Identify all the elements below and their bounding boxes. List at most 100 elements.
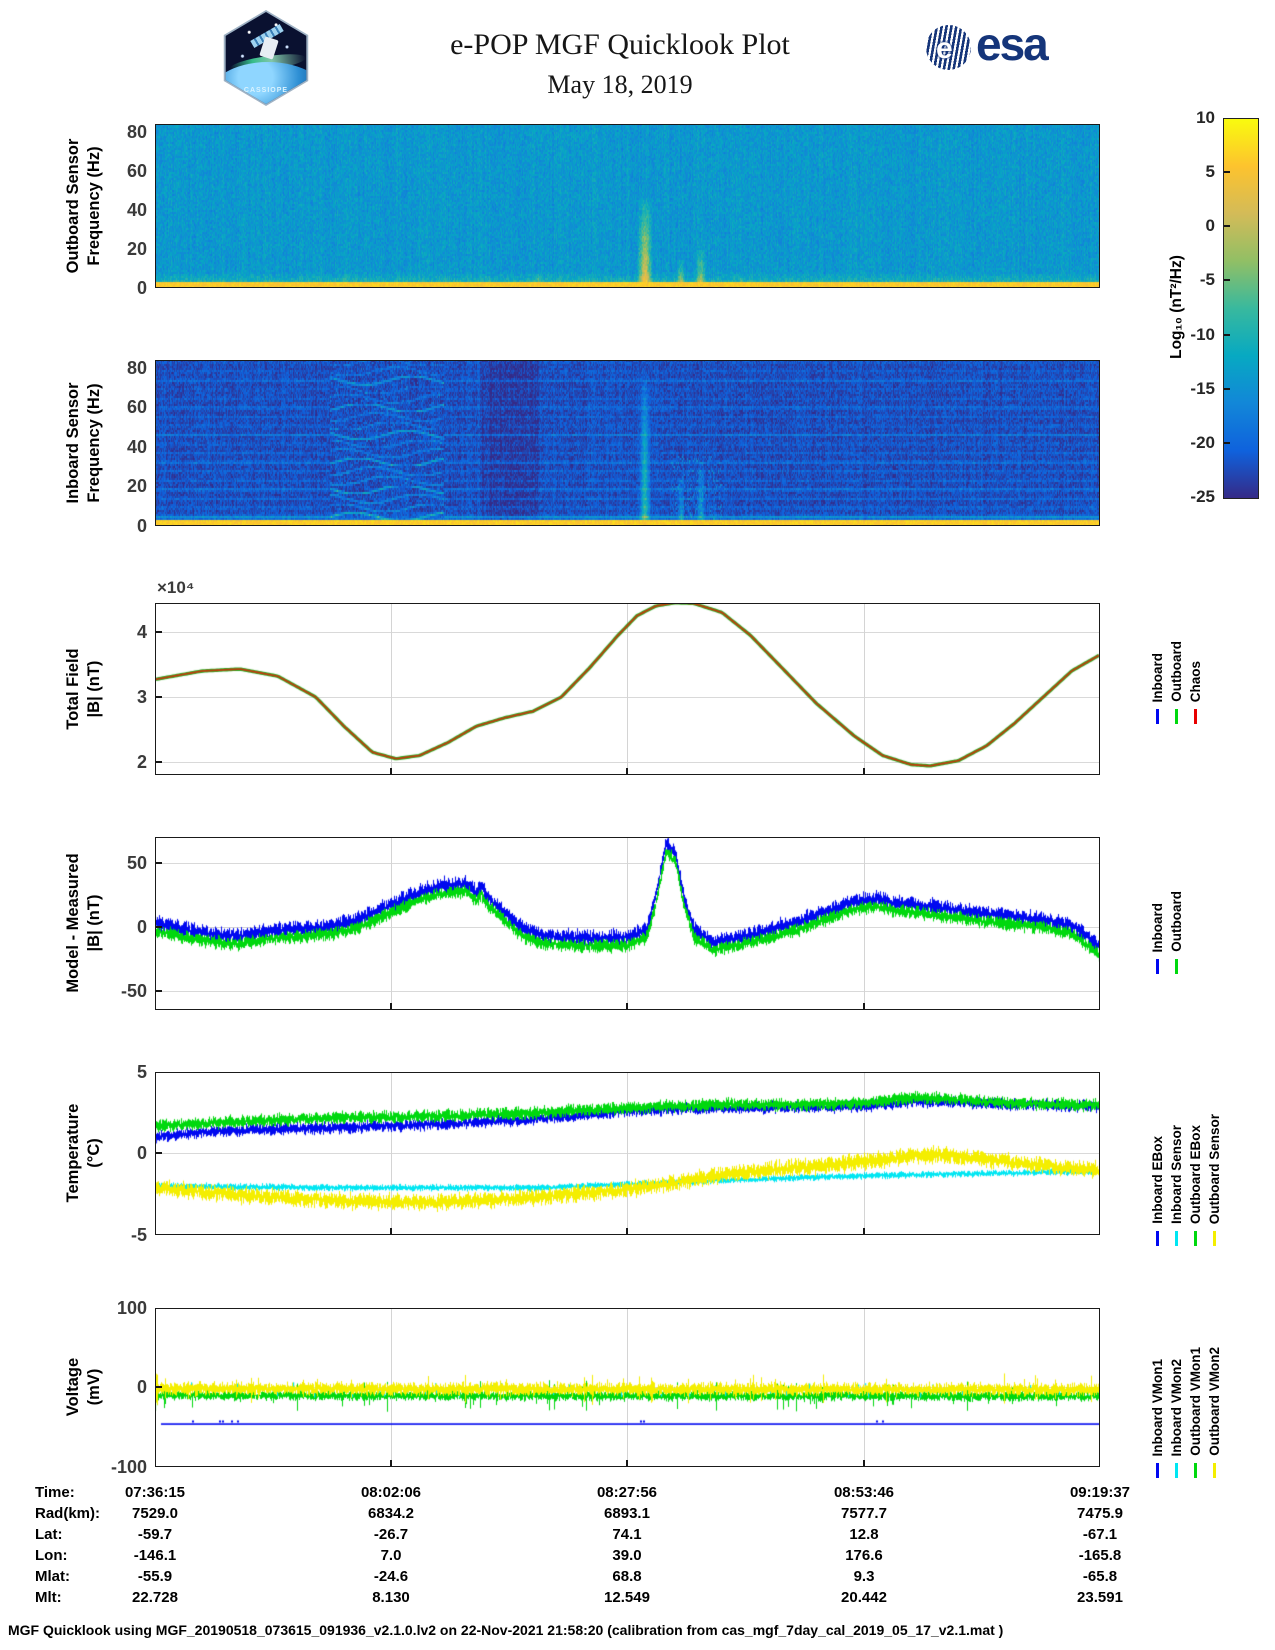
table-cell: -55.9 [137, 1568, 173, 1585]
legend-marker [1194, 1231, 1197, 1246]
legend-marker [1213, 1463, 1216, 1478]
temperature-panel [155, 1072, 1100, 1235]
total-field-ylabel: Total Field |B| (nT) [64, 648, 103, 730]
model-measured-ylabel: Model - Measured |B| (nT) [64, 853, 103, 993]
table-cell: 8.130 [372, 1589, 410, 1606]
legend-marker [1156, 1231, 1159, 1246]
y-tick-label: 40 [126, 200, 147, 220]
table-cell: 6893.1 [604, 1505, 650, 1522]
table-cell: 74.1 [612, 1526, 642, 1543]
table-cell: 08:27:56 [596, 1484, 658, 1501]
y-tick-label: -5 [130, 1225, 147, 1245]
y-tick-label: 40 [126, 437, 147, 457]
colorbar [1223, 118, 1259, 499]
table-cell: 7.0 [380, 1547, 402, 1564]
table-cell: 176.6 [845, 1547, 883, 1564]
table-cell: 23.591 [1077, 1589, 1123, 1606]
legend-marker [1175, 1463, 1178, 1478]
y-tick-label: 2 [136, 752, 147, 772]
table-cell: 12.8 [849, 1526, 879, 1543]
colorbar-tick: 10 [1196, 108, 1215, 127]
legend-marker [1194, 1463, 1197, 1478]
colorbar-tick: 0 [1205, 216, 1215, 235]
y-tick-label: 100 [116, 1298, 147, 1318]
table-cell: 08:02:06 [360, 1484, 422, 1501]
table-cell: 6834.2 [368, 1505, 414, 1522]
table-cell: 22.728 [132, 1589, 178, 1606]
table-cell: -165.8 [1078, 1547, 1122, 1564]
legend-marker [1175, 959, 1178, 974]
y-tick-label: 5 [136, 1062, 147, 1082]
temperature-legend: Inboard EBox Inboard Sensor Outboard EBo… [1150, 1098, 1222, 1246]
table-cell: 07:36:15 [124, 1484, 186, 1501]
table-cell: 12.549 [604, 1589, 650, 1606]
legend-marker [1213, 1231, 1216, 1246]
y-tick-label: -100 [110, 1457, 147, 1477]
table-cell: 09:19:37 [1069, 1484, 1131, 1501]
outboard-spectrogram-canvas [155, 124, 1100, 288]
y-tick-label: -50 [120, 981, 147, 1001]
y-tick-label: 0 [136, 917, 147, 937]
table-cell: 7577.7 [841, 1505, 887, 1522]
table-cell: -59.7 [137, 1526, 173, 1543]
outboard-spectrogram-ylabel: Outboard Sensor Frequency (Hz) [64, 138, 103, 274]
model-measured-canvas [155, 837, 1100, 1010]
inboard-spectrogram-canvas [155, 360, 1100, 526]
table-cell: 08:53:46 [833, 1484, 895, 1501]
table-cell: 9.3 [853, 1568, 875, 1585]
total-field-panel [155, 603, 1100, 775]
table-cell: 68.8 [612, 1568, 642, 1585]
table-cell: 7529.0 [132, 1505, 178, 1522]
legend-marker [1194, 709, 1197, 724]
total-field-canvas [155, 603, 1100, 775]
y-tick-label: 20 [126, 239, 147, 259]
table-cell: -146.1 [133, 1547, 177, 1564]
page-title: e-POP MGF Quicklook Plot [450, 28, 790, 61]
page-date: May 18, 2019 [547, 70, 693, 99]
outboard-spectrogram-panel [155, 124, 1100, 288]
inboard-spectrogram-panel [155, 360, 1100, 526]
axis-exponent-label: ×10⁴ [157, 578, 195, 597]
table-row-label: Lon: [35, 1547, 68, 1564]
y-tick-label: 0 [136, 278, 147, 298]
table-row-label: Mlat: [35, 1568, 70, 1585]
y-tick-label: 80 [126, 122, 147, 142]
table-cell: -65.8 [1082, 1568, 1118, 1585]
y-tick-label: 3 [136, 687, 147, 707]
y-tick-label: 60 [126, 397, 147, 417]
cassiope-mission-logo: CASSIOPE [222, 10, 310, 106]
voltage-ylabel: Voltage (mV) [64, 1357, 103, 1417]
legend-marker [1156, 1463, 1159, 1478]
colorbar-label: Log₁₀ (nT²/Hz) [1168, 255, 1185, 359]
y-tick-label: 80 [126, 358, 147, 378]
table-cell: 39.0 [612, 1547, 642, 1564]
legend-marker [1175, 709, 1178, 724]
esa-logo: esa [976, 18, 1049, 70]
y-tick-label: 4 [136, 622, 147, 642]
voltage-canvas [155, 1308, 1100, 1467]
legend-marker [1156, 709, 1159, 724]
table-cell: -67.1 [1082, 1526, 1118, 1543]
model-measured-legend: Inboard Outboard [1150, 850, 1184, 974]
y-tick-label: 0 [136, 1143, 147, 1163]
table-cell: -26.7 [373, 1526, 409, 1543]
y-tick-label: 0 [136, 1377, 147, 1397]
table-cell: 20.442 [841, 1589, 887, 1606]
voltage-legend: Inboard VMon1 Inboard VMon2 Outboard VMo… [1150, 1330, 1222, 1478]
y-tick-label: 50 [126, 853, 147, 873]
temperature-canvas [155, 1072, 1100, 1235]
colorbar-tick: -10 [1190, 325, 1215, 344]
table-row-label: Lat: [35, 1526, 63, 1543]
table-cell: -24.6 [373, 1568, 409, 1585]
model-measured-panel [155, 837, 1100, 1010]
total-field-legend: Inboard Outboard Chaos [1150, 598, 1203, 724]
table-row-label: Rad(km): [35, 1505, 101, 1522]
esa-e-glyph: e [936, 32, 953, 65]
inboard-spectrogram-ylabel: Inboard Sensor Frequency (Hz) [64, 382, 103, 504]
voltage-panel [155, 1308, 1100, 1467]
y-tick-label: 60 [126, 161, 147, 181]
colorbar-tick: -15 [1190, 379, 1215, 398]
table-row-label: Mlt: [35, 1589, 62, 1606]
temperature-ylabel: Temperature (°C) [64, 1103, 103, 1203]
